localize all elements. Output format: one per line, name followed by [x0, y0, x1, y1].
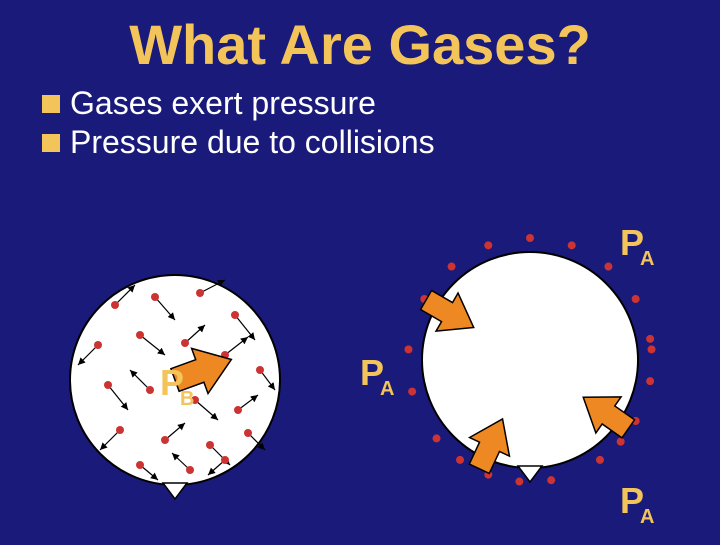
bullet-text: Gases exert pressure	[70, 85, 376, 122]
bullet-item: Gases exert pressure	[42, 85, 720, 122]
bullet-text: Pressure due to collisions	[70, 124, 435, 161]
diagram-area: PB PA PA PA	[0, 225, 720, 540]
bullet-item: Pressure due to collisions	[42, 124, 720, 161]
pressure-label-pa: PA	[360, 355, 398, 391]
slide-title: What Are Gases?	[0, 0, 720, 77]
bullet-square-icon	[42, 134, 60, 152]
bullet-list: Gases exert pressure Pressure due to col…	[42, 85, 720, 161]
pressure-label-pa: PA	[620, 225, 658, 261]
pressure-label-pa: PA	[620, 483, 658, 519]
pressure-label-pb: PB	[160, 365, 198, 401]
bullet-square-icon	[42, 95, 60, 113]
